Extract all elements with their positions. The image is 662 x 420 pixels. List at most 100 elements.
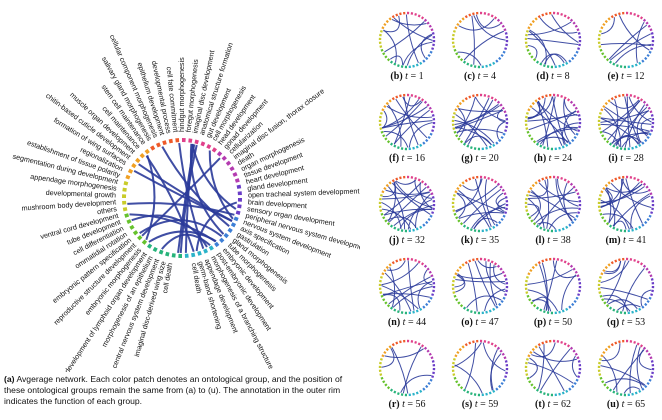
small-network-edge — [552, 96, 566, 145]
small-ring-segment — [574, 188, 578, 192]
panel-tag: (r) — [388, 399, 400, 410]
small-ring-segment — [388, 181, 392, 185]
small-ring-segment — [457, 219, 461, 223]
small-ring-segment — [454, 354, 458, 358]
small-ring-segment — [565, 143, 569, 147]
panel-label: (h) t = 24 — [518, 153, 588, 164]
main-ring-segment — [230, 222, 237, 228]
small-network-edge — [602, 356, 618, 392]
small-ring-segment — [488, 227, 492, 231]
small-ring-segment — [650, 375, 654, 379]
small-ring-segment — [573, 53, 577, 58]
main-ring-segment — [141, 239, 148, 245]
small-ring-segment — [573, 381, 577, 386]
small-ring-segment — [618, 12, 621, 16]
small-network-edge — [484, 179, 496, 226]
small-network-edge — [467, 99, 494, 145]
small-network-edge — [393, 17, 433, 41]
small-ring-segment — [525, 111, 529, 115]
small-ring-segment — [542, 392, 546, 396]
small-network-panel — [375, 90, 439, 154]
small-ring-segment — [459, 222, 464, 226]
main-ring-segment — [131, 163, 137, 169]
small-ring-segment — [534, 99, 538, 103]
small-ring-segment — [452, 373, 456, 376]
small-network-edge — [456, 272, 503, 279]
small-ring-segment — [532, 58, 537, 62]
small-network-edge — [537, 101, 578, 132]
small-ring-segment — [612, 390, 616, 394]
panel-label: (b) t = 1 — [372, 71, 442, 82]
small-ring-segment — [614, 341, 618, 345]
small-ring-segment — [430, 274, 434, 278]
small-ring-segment — [395, 259, 399, 263]
time-value: 12 — [634, 71, 645, 82]
small-ring-segment — [499, 21, 503, 25]
small-ring-segment — [537, 97, 541, 101]
main-ring-segment — [152, 246, 158, 253]
small-ring-segment — [527, 26, 531, 30]
small-ring-segment — [452, 29, 456, 33]
main-network-edge — [179, 144, 198, 254]
small-ring-segment — [577, 278, 581, 281]
panel-tag: (d) — [536, 71, 549, 82]
small-ring-segment — [650, 32, 654, 35]
small-ring-segment — [534, 345, 538, 349]
small-ring-segment — [459, 58, 464, 62]
small-ring-segment — [382, 134, 386, 138]
small-ring-segment — [607, 181, 611, 185]
small-ring-segment — [423, 264, 428, 268]
small-ring-segment — [380, 212, 384, 216]
small-network-edge — [531, 342, 556, 358]
main-ring-segment — [127, 168, 134, 174]
main-ring-segment — [234, 178, 240, 183]
small-ring-segment — [541, 13, 545, 17]
small-ring-segment — [641, 305, 645, 309]
small-ring-segment — [457, 55, 461, 59]
small-ring-segment — [532, 304, 537, 308]
small-ring-segment — [385, 101, 389, 106]
small-ring-segment — [430, 28, 434, 32]
small-ring-segment — [389, 388, 394, 392]
small-ring-segment — [618, 258, 621, 262]
small-ring-segment — [649, 356, 653, 360]
small-network-edge — [389, 267, 396, 308]
small-ring-segment — [420, 262, 425, 266]
small-ring-segment — [638, 61, 642, 65]
ontology-group-label: others — [96, 204, 118, 216]
small-network-diagram — [451, 175, 509, 233]
small-ring-segment — [381, 272, 385, 276]
small-network-edge — [621, 178, 649, 194]
small-ring-segment — [614, 95, 618, 99]
small-ring-segment — [455, 380, 459, 384]
main-network-edge — [195, 201, 238, 252]
small-ring-segment — [575, 50, 579, 54]
small-ring-segment — [642, 18, 647, 22]
small-ring-segment — [647, 24, 651, 28]
equals-sign: = — [552, 235, 559, 246]
small-network-edge — [609, 33, 651, 61]
small-network-edge — [612, 349, 645, 391]
main-network-edge — [145, 155, 156, 241]
small-ring-segment — [568, 305, 572, 309]
small-ring-segment — [603, 219, 607, 223]
small-ring-segment — [534, 17, 538, 21]
small-ring-segment — [492, 307, 496, 311]
small-ring-segment — [415, 309, 419, 313]
small-ring-segment — [633, 94, 637, 98]
small-ring-segment — [542, 146, 546, 150]
small-ring-segment — [383, 350, 387, 355]
small-ring-segment — [558, 146, 561, 150]
panel-label: (e) t = 12 — [591, 71, 661, 82]
main-ring-segment — [227, 227, 233, 233]
small-network-edge — [600, 199, 630, 230]
small-ring-segment — [639, 16, 644, 20]
small-ring-segment — [498, 56, 502, 61]
small-ring-segment — [528, 52, 532, 56]
small-ring-segment — [412, 64, 415, 68]
small-ring-segment — [575, 214, 579, 218]
small-network-edge — [395, 179, 417, 185]
small-ring-segment — [566, 180, 571, 184]
small-network-edge — [626, 96, 631, 148]
small-ring-segment — [383, 186, 387, 191]
